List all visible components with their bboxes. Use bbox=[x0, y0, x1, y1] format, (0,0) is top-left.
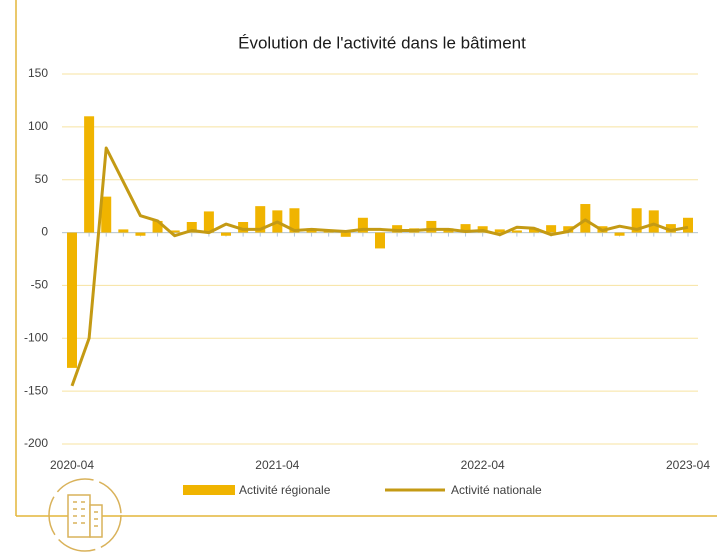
bar bbox=[255, 206, 266, 233]
logo bbox=[48, 478, 122, 552]
legend-label: Activité régionale bbox=[239, 483, 331, 497]
bar bbox=[683, 217, 693, 233]
bar bbox=[563, 226, 574, 233]
bar bbox=[169, 230, 180, 233]
bar bbox=[648, 210, 659, 233]
legend-swatch bbox=[183, 485, 235, 495]
bar bbox=[221, 232, 231, 236]
bar bbox=[289, 208, 300, 233]
bar bbox=[238, 222, 249, 233]
y-tick-label: -150 bbox=[24, 383, 48, 397]
bar bbox=[203, 211, 214, 233]
bar bbox=[580, 204, 591, 233]
bar bbox=[84, 116, 95, 233]
x-tick-label: 2021-04 bbox=[255, 458, 299, 472]
y-tick-label: 150 bbox=[28, 66, 48, 80]
x-tick-label: 2022-04 bbox=[461, 458, 505, 472]
x-tick-label: 2023-04 bbox=[666, 458, 710, 472]
bar bbox=[426, 220, 437, 233]
bar bbox=[152, 220, 163, 233]
y-tick-label: 100 bbox=[28, 119, 48, 133]
bar bbox=[511, 230, 522, 233]
bar bbox=[118, 229, 129, 233]
bar bbox=[340, 232, 351, 237]
bar bbox=[546, 225, 557, 233]
bar bbox=[186, 222, 197, 233]
chart-title: Évolution de l'activité dans le bâtiment bbox=[238, 33, 526, 52]
y-tick-label: -200 bbox=[24, 436, 48, 450]
bar bbox=[494, 229, 505, 233]
y-tick-label: -100 bbox=[24, 330, 48, 344]
x-tick-label: 2020-04 bbox=[50, 458, 94, 472]
bar bbox=[529, 228, 539, 233]
bar bbox=[460, 224, 471, 233]
line bbox=[70, 146, 689, 387]
bar bbox=[357, 217, 368, 233]
y-tick-label: -50 bbox=[31, 278, 49, 292]
bar bbox=[135, 232, 146, 236]
bar bbox=[375, 232, 385, 249]
legend-label: Activité nationale bbox=[451, 483, 542, 497]
y-tick-label: 0 bbox=[41, 225, 48, 239]
bar bbox=[101, 196, 112, 233]
bar bbox=[67, 232, 77, 368]
y-tick-label: 50 bbox=[35, 172, 49, 186]
bar bbox=[631, 208, 642, 233]
bar bbox=[665, 224, 676, 233]
bar bbox=[392, 225, 403, 233]
bar bbox=[614, 232, 625, 236]
